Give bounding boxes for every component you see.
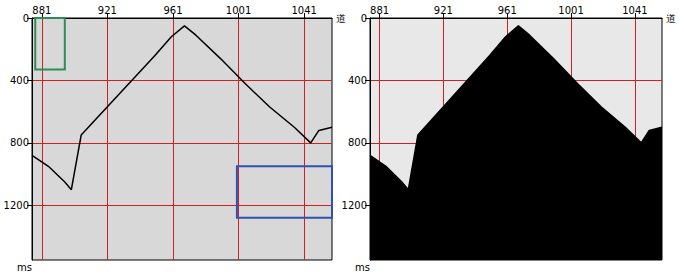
svg-text:961: 961 — [163, 5, 182, 16]
svg-text:ms: ms — [355, 262, 370, 273]
svg-text:0: 0 — [23, 13, 29, 24]
svg-text:1001: 1001 — [226, 5, 251, 16]
svg-text:921: 921 — [98, 5, 117, 16]
svg-text:400: 400 — [348, 75, 367, 86]
svg-text:1041: 1041 — [291, 5, 316, 16]
svg-text:0: 0 — [361, 13, 367, 24]
svg-text:道: 道 — [336, 13, 346, 24]
svg-text:881: 881 — [32, 5, 51, 16]
svg-text:800: 800 — [10, 137, 29, 148]
svg-text:881: 881 — [370, 5, 389, 16]
svg-text:921: 921 — [434, 5, 453, 16]
svg-text:1200: 1200 — [4, 200, 29, 211]
svg-text:961: 961 — [498, 5, 517, 16]
svg-text:1200: 1200 — [342, 200, 367, 211]
svg-text:道: 道 — [666, 13, 676, 24]
svg-text:800: 800 — [348, 137, 367, 148]
svg-text:1001: 1001 — [558, 5, 583, 16]
svg-text:ms: ms — [17, 262, 32, 273]
svg-text:400: 400 — [10, 75, 29, 86]
svg-text:1041: 1041 — [622, 5, 647, 16]
